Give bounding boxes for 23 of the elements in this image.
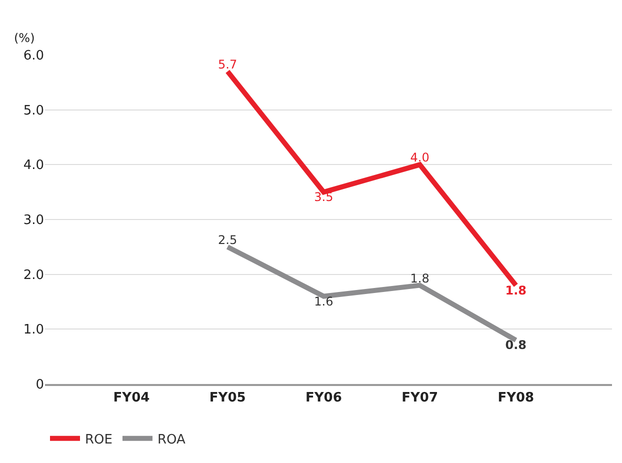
data-label: 5.7	[218, 57, 238, 72]
data-label: 3.5	[314, 190, 334, 204]
data-label: 4.0	[410, 150, 430, 165]
y-tick-label: 1.0	[23, 322, 44, 338]
data-label: 1.8	[410, 271, 430, 286]
y-tick-label: 6.0	[23, 48, 44, 64]
data-label: 2.5	[218, 232, 238, 247]
data-label: 0.8	[505, 338, 527, 352]
legend-label: ROE	[85, 432, 112, 448]
data-label: 1.6	[314, 294, 334, 308]
x-tick-label: FY08	[498, 390, 534, 406]
x-tick-label: FY06	[305, 390, 342, 406]
x-tick-label: FY04	[113, 390, 150, 406]
y-axis-title: (%)	[14, 31, 35, 45]
data-label: 1.8	[505, 283, 527, 298]
x-tick-label: FY05	[209, 390, 246, 406]
y-tick-label: 0	[36, 378, 44, 393]
y-tick-label: 4.0	[23, 158, 44, 174]
y-tick-label: 5.0	[23, 103, 44, 118]
legend-label: ROA	[157, 432, 186, 448]
x-tick-label: FY07	[402, 390, 438, 406]
y-tick-label: 3.0	[23, 213, 44, 228]
y-tick-label: 2.0	[23, 268, 44, 283]
